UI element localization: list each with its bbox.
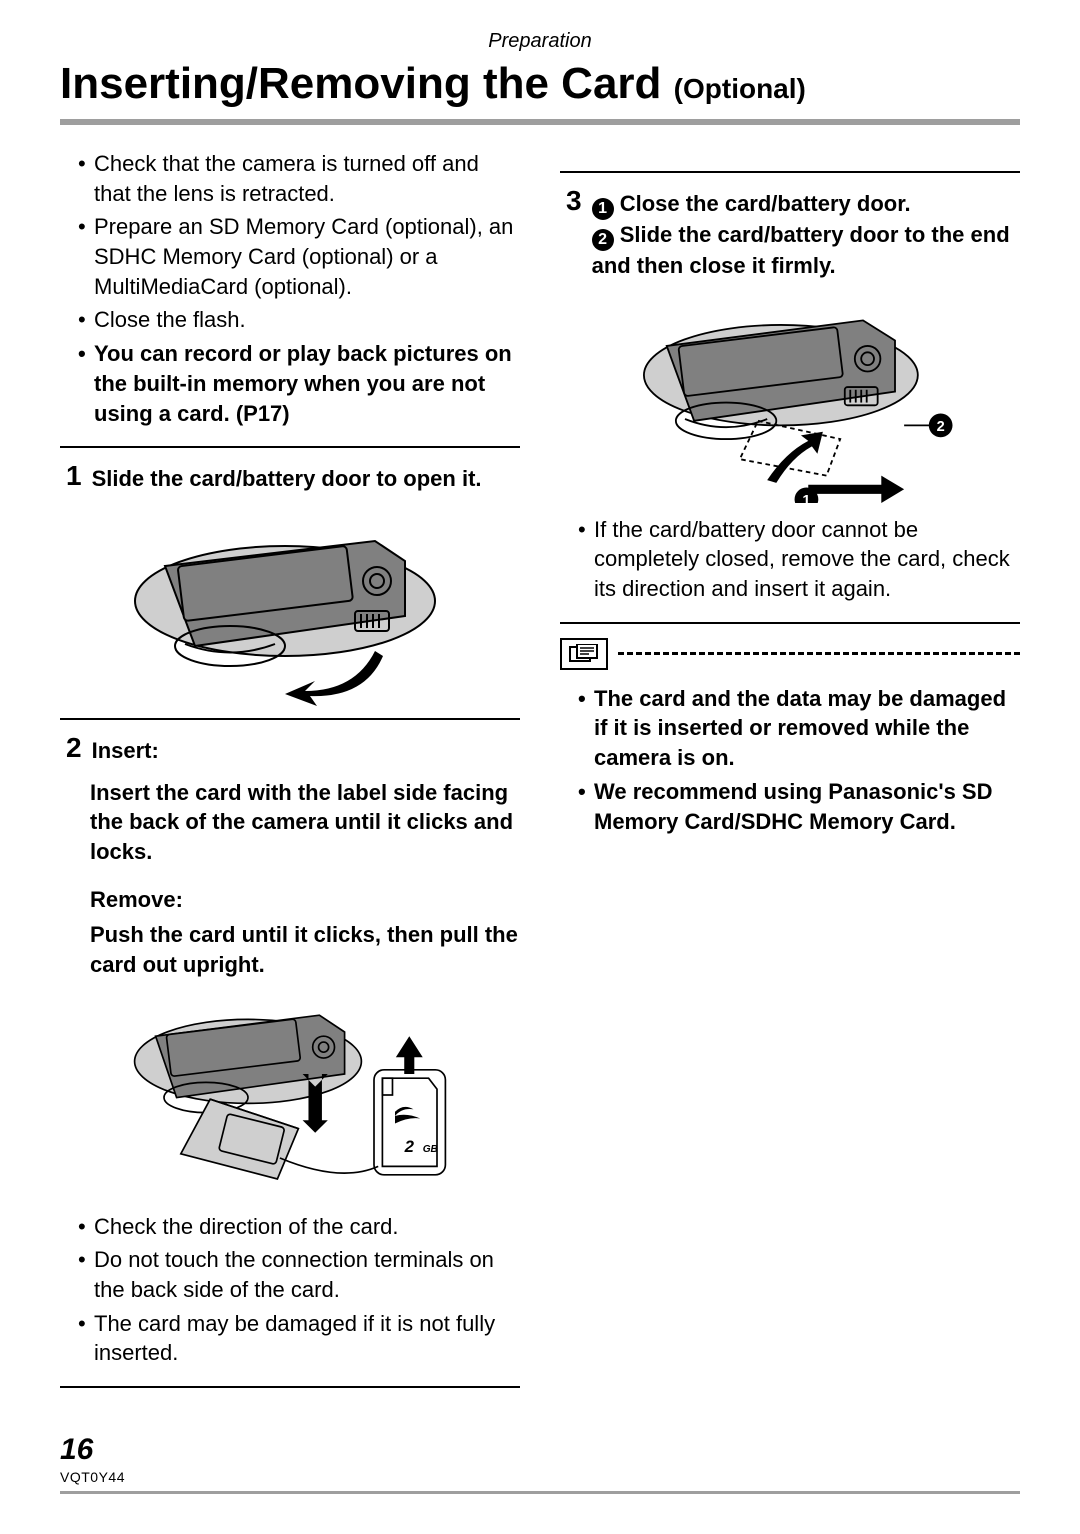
bullet-text: You can record or play back pictures on …: [94, 341, 512, 425]
bullet-text: Close the flash.: [94, 307, 246, 332]
note-bullets: The card and the data may be damaged if …: [560, 684, 1020, 836]
svg-text:GB: GB: [423, 1144, 438, 1155]
step-text: Slide the card/battery door to open it.: [92, 462, 482, 494]
title-main: Inserting/Removing the Card: [60, 59, 661, 108]
bullet-item: You can record or play back pictures on …: [78, 339, 520, 428]
step3-line1: Close the card/battery door.: [620, 191, 911, 216]
document-code: VQT0Y44: [60, 1469, 1020, 1494]
page-number: 16: [60, 1433, 1020, 1467]
step-number: 2: [66, 734, 82, 762]
content-columns: Check that the camera is turned off and …: [60, 149, 1020, 1402]
step-1-head: 1 Slide the card/battery door to open it…: [60, 462, 520, 494]
bullet-text: Check the direction of the card.: [94, 1214, 399, 1239]
step-3-head: 3 1 Close the card/battery door. 2 Slide…: [560, 187, 1020, 281]
bullet-text: If the card/battery door cannot be compl…: [594, 517, 1010, 601]
divider: [60, 1386, 520, 1388]
step-3-text: 1 Close the card/battery door. 2 Slide t…: [592, 187, 1020, 281]
step-2-head: 2 Insert:: [60, 734, 520, 766]
bullet-text: The card and the data may be damaged if …: [594, 686, 1006, 770]
bullet-item: The card and the data may be damaged if …: [578, 684, 1020, 773]
section-label: Preparation: [60, 30, 1020, 53]
step-number: 1: [66, 462, 82, 490]
divider: [560, 171, 1020, 173]
bullet-item: Prepare an SD Memory Card (optional), an…: [78, 212, 520, 301]
bullet-item: Close the flash.: [78, 305, 520, 335]
right-column: 3 1 Close the card/battery door. 2 Slide…: [560, 149, 1020, 1402]
page-footer: 16 VQT0Y44: [60, 1433, 1020, 1494]
bullet-text: Check that the camera is turned off and …: [94, 151, 479, 206]
figure-camera-card: 2 GB: [125, 990, 455, 1200]
bullet-text: The card may be damaged if it is not ful…: [94, 1311, 495, 1366]
bullet-text: We recommend using Panasonic's SD Memory…: [594, 779, 993, 834]
insert-text: Insert the card with the label side faci…: [60, 778, 520, 867]
bullet-item: We recommend using Panasonic's SD Memory…: [578, 777, 1020, 836]
figure-camera-open: [125, 506, 455, 706]
after-fig2-bullets: Check the direction of the card. Do not …: [60, 1212, 520, 1368]
remove-label: Remove:: [60, 885, 520, 915]
intro-bullets: Check that the camera is turned off and …: [60, 149, 520, 428]
title-optional: (Optional): [674, 73, 806, 104]
svg-text:2: 2: [937, 419, 945, 435]
substep-marker-1: 1: [592, 198, 614, 220]
remove-text: Push the card until it clicks, then pull…: [60, 920, 520, 979]
bullet-item: Do not touch the connection terminals on…: [78, 1245, 520, 1304]
sd-capacity-label: 2: [404, 1137, 415, 1156]
figure-camera-close: 2 1: [625, 293, 955, 503]
bullet-item: Check that the camera is turned off and …: [78, 149, 520, 208]
note-icon: [560, 638, 608, 670]
substep-marker-2: 2: [592, 229, 614, 251]
svg-text:1: 1: [802, 493, 810, 503]
bullet-text: Do not touch the connection terminals on…: [94, 1247, 494, 1302]
manual-page: Preparation Inserting/Removing the Card …: [0, 0, 1080, 1534]
bullet-item: If the card/battery door cannot be compl…: [578, 515, 1020, 604]
dashed-line: [618, 652, 1020, 655]
divider: [560, 622, 1020, 624]
bullet-item: The card may be damaged if it is not ful…: [78, 1309, 520, 1368]
step-number: 3: [566, 187, 582, 215]
step3-line2: Slide the card/battery door to the end a…: [592, 222, 1010, 278]
insert-label: Insert:: [92, 734, 159, 766]
bullet-text: Prepare an SD Memory Card (optional), an…: [94, 214, 513, 298]
divider: [60, 446, 520, 448]
left-column: Check that the camera is turned off and …: [60, 149, 520, 1402]
after-fig3-bullets: If the card/battery door cannot be compl…: [560, 515, 1020, 604]
note-divider: [560, 638, 1020, 670]
divider: [60, 718, 520, 720]
page-title: Inserting/Removing the Card (Optional): [60, 59, 1020, 125]
bullet-item: Check the direction of the card.: [78, 1212, 520, 1242]
